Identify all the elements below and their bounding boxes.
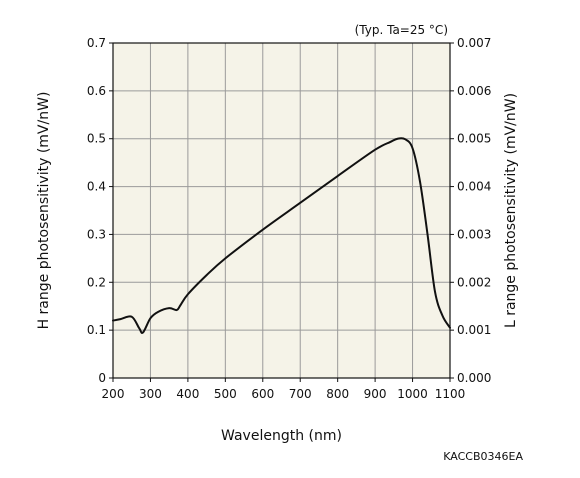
x-tick-label: 700 [289, 387, 312, 401]
y-left-tick-label: 0.2 [87, 275, 106, 289]
x-tick-label: 1000 [397, 387, 428, 401]
y-axis-label-left: H range photosensitivity (mV/nW) [36, 92, 52, 330]
x-tick-label: 900 [364, 387, 387, 401]
y-right-tick-label: 0.006 [457, 84, 491, 98]
y-right-tick-label: 0.007 [457, 36, 491, 50]
axes-layer [112, 42, 451, 379]
y-right-tick-label: 0.000 [457, 371, 491, 385]
x-tick-label: 200 [102, 387, 125, 401]
x-tick-label: 800 [326, 387, 349, 401]
x-tick-label: 600 [251, 387, 274, 401]
plot-frame [112, 42, 451, 379]
grid-layer [113, 43, 450, 378]
plot-area [113, 43, 450, 378]
y-right-tick-label: 0.002 [457, 275, 491, 289]
x-tick-label: 400 [176, 387, 199, 401]
y-left-tick-label: 0 [98, 371, 106, 385]
y-left-tick-label: 0.7 [87, 36, 106, 50]
y-left-tick-label: 0.3 [87, 227, 106, 241]
document-code: KACCB0346EA [443, 450, 523, 463]
x-tick-label: 300 [139, 387, 162, 401]
x-tick-label: 500 [214, 387, 237, 401]
y-left-tick-label: 0.6 [87, 84, 106, 98]
series-line [112, 137, 451, 334]
ticks-layer: 200 300 400 500 600 700 800 900 1000 1100 0 0.1 0.2 0… [87, 36, 491, 401]
x-tick-label: 1100 [435, 387, 466, 401]
y-axis-label-right: L range photosensitivity (mV/nW) [503, 93, 519, 328]
y-right-tick-label: 0.001 [457, 323, 491, 337]
x-axis-label: Wavelength (nm) [221, 428, 342, 444]
y-left-tick-label: 0.1 [87, 323, 106, 337]
y-right-tick-label: 0.004 [457, 180, 491, 194]
y-right-tick-label: 0.005 [457, 132, 491, 146]
condition-note: (Typ. Ta=25 °C) [355, 23, 448, 37]
y-left-tick-label: 0.5 [87, 132, 106, 146]
y-right-tick-label: 0.003 [457, 227, 491, 241]
y-left-tick-label: 0.4 [87, 180, 106, 194]
